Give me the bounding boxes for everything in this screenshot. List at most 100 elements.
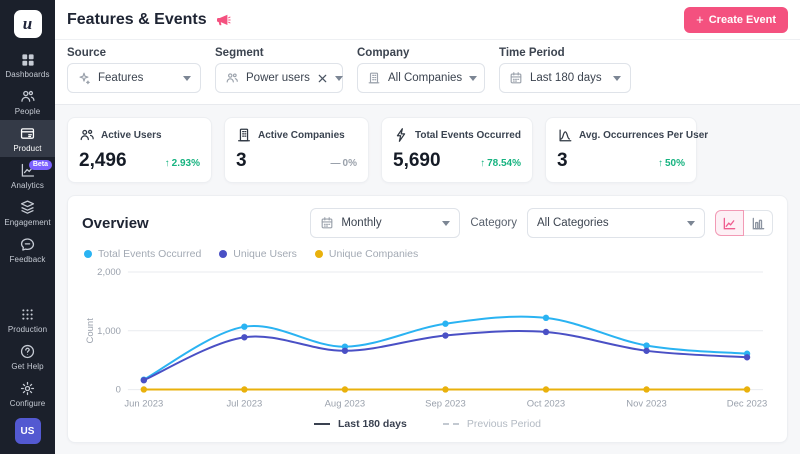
- stat-delta: —0%: [330, 158, 357, 169]
- legend-item-unique-companies[interactable]: Unique Companies: [314, 248, 419, 260]
- x-tick-label: Oct 2023: [527, 399, 565, 410]
- data-point-unique-companies[interactable]: [643, 386, 650, 393]
- chevron-down-icon: [613, 75, 621, 81]
- category-value: All Categories: [537, 217, 609, 229]
- app-logo[interactable]: u: [13, 10, 42, 38]
- filter-label: Segment: [215, 47, 264, 59]
- calendar-icon: [320, 216, 334, 230]
- user-avatar[interactable]: US: [14, 418, 41, 444]
- sidebar-item-analytics[interactable]: Analytics Beta: [0, 157, 55, 194]
- line-chart-icon: [722, 216, 737, 231]
- source-value: Features: [98, 72, 144, 84]
- sidebar-item-product[interactable]: Product: [0, 120, 55, 157]
- sidebar-item-label: Analytics: [11, 181, 44, 190]
- dashed-line-icon: [442, 422, 459, 425]
- sidebar-item-feedback[interactable]: Feedback: [0, 231, 55, 268]
- data-point-unique-users[interactable]: [743, 354, 751, 361]
- data-point-unique-companies[interactable]: [140, 386, 148, 393]
- clear-icon[interactable]: [317, 73, 328, 84]
- data-point-unique-companies[interactable]: [341, 386, 349, 393]
- filter-label: Source: [67, 47, 106, 59]
- category-select[interactable]: All Categories: [527, 208, 705, 238]
- legend-current-period[interactable]: Last 180 days: [313, 417, 407, 430]
- data-point-unique-companies[interactable]: [241, 386, 248, 393]
- stat-delta: ↑ 78.54%: [480, 158, 521, 169]
- chart-type-toggle: [715, 210, 773, 236]
- legend-dot: [84, 250, 92, 258]
- segment-icon: [225, 71, 239, 85]
- sidebar-item-engagement[interactable]: Engagement: [0, 194, 55, 231]
- sidebar: u Dashboards People Product Analytics B: [0, 0, 55, 454]
- legend-previous-period[interactable]: Previous Period: [442, 418, 541, 430]
- data-point-unique-users[interactable]: [643, 347, 650, 354]
- chevron-down-icon: [469, 75, 478, 81]
- sidebar-item-label: Dashboards: [5, 70, 50, 79]
- x-tick-label: Jun 2023: [124, 399, 163, 410]
- company-icon: [367, 71, 381, 85]
- filter-company: Company All Companies: [357, 47, 485, 93]
- chevron-down-icon: [183, 75, 191, 81]
- trend-flat-icon: —: [330, 158, 341, 169]
- x-tick-label: Dec 2023: [727, 399, 768, 410]
- chevron-down-icon: [442, 220, 451, 226]
- y-tick-label: 2,000: [97, 267, 121, 278]
- x-tick-label: Aug 2023: [325, 399, 366, 410]
- building-icon: [236, 127, 252, 143]
- legend-label: Unique Users: [233, 248, 297, 260]
- data-point-unique-users[interactable]: [140, 377, 148, 384]
- content-area: Active Users 2,496 ↑ 2.93% Active Compani…: [55, 105, 800, 454]
- interval-select[interactable]: Monthly: [310, 208, 461, 238]
- company-value: All Companies: [388, 72, 463, 84]
- stat-title: Active Users: [101, 129, 162, 141]
- filter-label: Company: [357, 47, 410, 59]
- data-point-unique-companies[interactable]: [743, 386, 751, 393]
- legend-item-unique-users[interactable]: Unique Users: [219, 248, 297, 260]
- sidebar-item-people[interactable]: People: [0, 83, 55, 120]
- company-select[interactable]: All Companies: [357, 63, 485, 93]
- beta-badge: Beta: [28, 160, 52, 171]
- filter-time-period: Time Period Last 180 days: [499, 47, 631, 93]
- legend-label: Unique Companies: [328, 248, 419, 260]
- data-point-unique-companies[interactable]: [542, 386, 550, 393]
- data-point-unique-users[interactable]: [542, 328, 550, 336]
- sidebar-item-label: Engagement: [4, 218, 51, 227]
- source-select[interactable]: Features: [67, 63, 201, 93]
- stat-title: Total Events Occurred: [415, 129, 521, 141]
- sidebar-item-dashboards[interactable]: Dashboards: [0, 46, 55, 83]
- chevron-down-icon: [687, 220, 695, 226]
- data-point-unique-users[interactable]: [241, 334, 248, 341]
- main-area: Features & Events + Create Event Source …: [55, 0, 800, 454]
- line-chart-toggle-button[interactable]: [715, 210, 744, 236]
- calendar-icon: [509, 71, 523, 85]
- data-point-total-events-occurred[interactable]: [442, 320, 449, 327]
- filter-label: Time Period: [499, 47, 565, 59]
- sidebar-item-get-help[interactable]: Get Help: [0, 338, 55, 375]
- sidebar-item-production[interactable]: Production: [0, 301, 55, 338]
- data-point-unique-users[interactable]: [442, 332, 449, 339]
- y-axis-label: Count: [85, 318, 96, 344]
- legend-label: Last 180 days: [337, 417, 407, 430]
- data-point-unique-users[interactable]: [341, 347, 349, 354]
- bar-chart-toggle-button[interactable]: [744, 210, 773, 236]
- trend-up-icon: ↑: [657, 158, 663, 169]
- data-point-total-events-occurred[interactable]: [241, 323, 248, 330]
- stat-title: Active Companies: [258, 129, 345, 141]
- data-point-unique-companies[interactable]: [442, 386, 449, 393]
- segment-select[interactable]: Power users: [215, 63, 343, 93]
- sidebar-item-configure[interactable]: Configure: [0, 375, 55, 412]
- data-point-total-events-occurred[interactable]: [542, 314, 550, 322]
- trend-up-icon: ↑: [480, 158, 486, 169]
- stat-value: 3: [557, 150, 568, 171]
- stat-card-active-users: Active Users 2,496 ↑ 2.93%: [67, 117, 212, 183]
- create-event-button[interactable]: + Create Event: [684, 6, 788, 33]
- legend-label: Total Events Occurred: [98, 248, 202, 260]
- data-point-total-events-occurred[interactable]: [643, 342, 650, 349]
- features-icon: [77, 71, 91, 85]
- megaphone-icon: [215, 12, 231, 28]
- x-tick-label: Jul 2023: [226, 399, 262, 410]
- legend-item-total-events[interactable]: Total Events Occurred: [84, 248, 201, 260]
- sidebar-item-label: People: [14, 107, 41, 116]
- sidebar-bottom: Production Get Help Configure US: [0, 301, 55, 454]
- time-period-select[interactable]: Last 180 days: [499, 63, 631, 93]
